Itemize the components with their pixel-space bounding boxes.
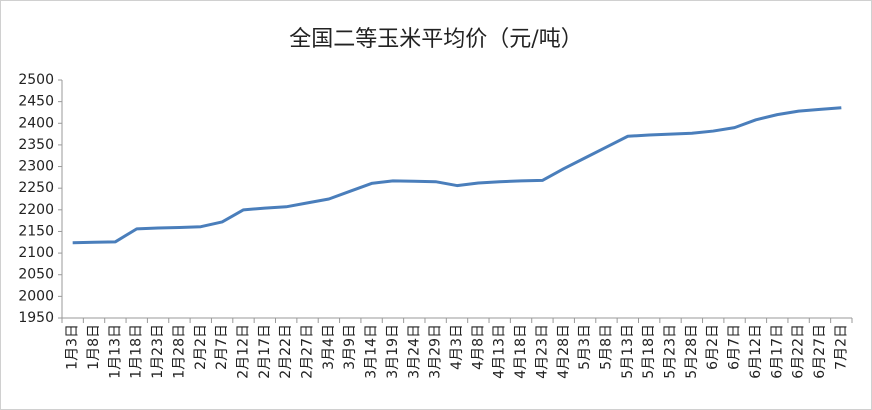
x-tick-label: 3月29日	[428, 324, 444, 379]
y-tick-label: 2050	[18, 267, 54, 283]
x-tick-label: 1月23日	[150, 324, 166, 379]
y-tick-label: 2100	[18, 245, 54, 261]
x-tick-label: 3月4日	[321, 324, 337, 370]
x-tick-label: 5月28日	[684, 324, 700, 379]
y-tick-label: 1950	[18, 310, 54, 326]
x-tick-label: 6月27日	[812, 324, 828, 379]
x-tick-label: 6月2日	[705, 324, 721, 370]
x-tick-label: 2月27日	[300, 324, 316, 379]
x-tick-label: 1月13日	[107, 324, 123, 379]
x-tick-label: 2月7日	[214, 324, 230, 370]
x-tick-label: 2月22日	[278, 324, 294, 379]
x-tick-label: 6月22日	[791, 324, 807, 379]
x-tick-label: 6月17日	[769, 324, 785, 379]
x-tick-label: 4月18日	[513, 324, 529, 379]
x-tick-label: 5月23日	[663, 324, 679, 379]
y-tick-label: 2500	[18, 72, 54, 88]
x-tick-label: 6月12日	[748, 324, 764, 379]
x-tick-label: 1月28日	[171, 324, 187, 379]
x-tick-label: 4月8日	[470, 324, 486, 370]
x-tick-label: 2月17日	[257, 324, 273, 379]
y-tick-label: 2400	[18, 115, 54, 131]
y-tick-label: 2350	[18, 137, 54, 153]
x-tick-label: 7月2日	[833, 324, 849, 370]
x-tick-label: 5月8日	[598, 324, 614, 370]
x-tick-label: 4月23日	[534, 324, 550, 379]
x-tick-label: 5月3日	[577, 324, 593, 370]
y-tick-label: 2450	[18, 94, 54, 110]
x-tick-label: 5月18日	[641, 324, 657, 379]
x-tick-label: 4月28日	[556, 324, 572, 379]
x-tick-label: 1月18日	[129, 324, 145, 379]
x-tick-label: 1月8日	[86, 324, 102, 370]
x-tick-label: 1月3日	[65, 324, 81, 370]
x-tick-label: 3月9日	[342, 324, 358, 370]
x-tick-label: 4月3日	[449, 324, 465, 370]
chart-title: 全国二等玉米平均价（元/吨）	[289, 27, 582, 52]
x-tick-label: 6月7日	[727, 324, 743, 370]
line-series	[72, 106, 842, 245]
x-tick-label: 4月13日	[492, 324, 508, 379]
x-tick-label: 3月19日	[385, 324, 401, 379]
x-tick-label: 3月24日	[406, 324, 422, 379]
y-tick-label: 2000	[18, 288, 54, 304]
y-tick-label: 2150	[18, 223, 54, 239]
x-tick-label: 3月14日	[364, 324, 380, 379]
x-tick-label: 2月2日	[193, 324, 209, 370]
y-tick-label: 2300	[18, 159, 54, 175]
y-tick-label: 2250	[18, 180, 54, 196]
x-tick-label: 5月13日	[620, 324, 636, 379]
x-tick-label: 2月12日	[235, 324, 251, 379]
y-tick-label: 2200	[18, 202, 54, 218]
